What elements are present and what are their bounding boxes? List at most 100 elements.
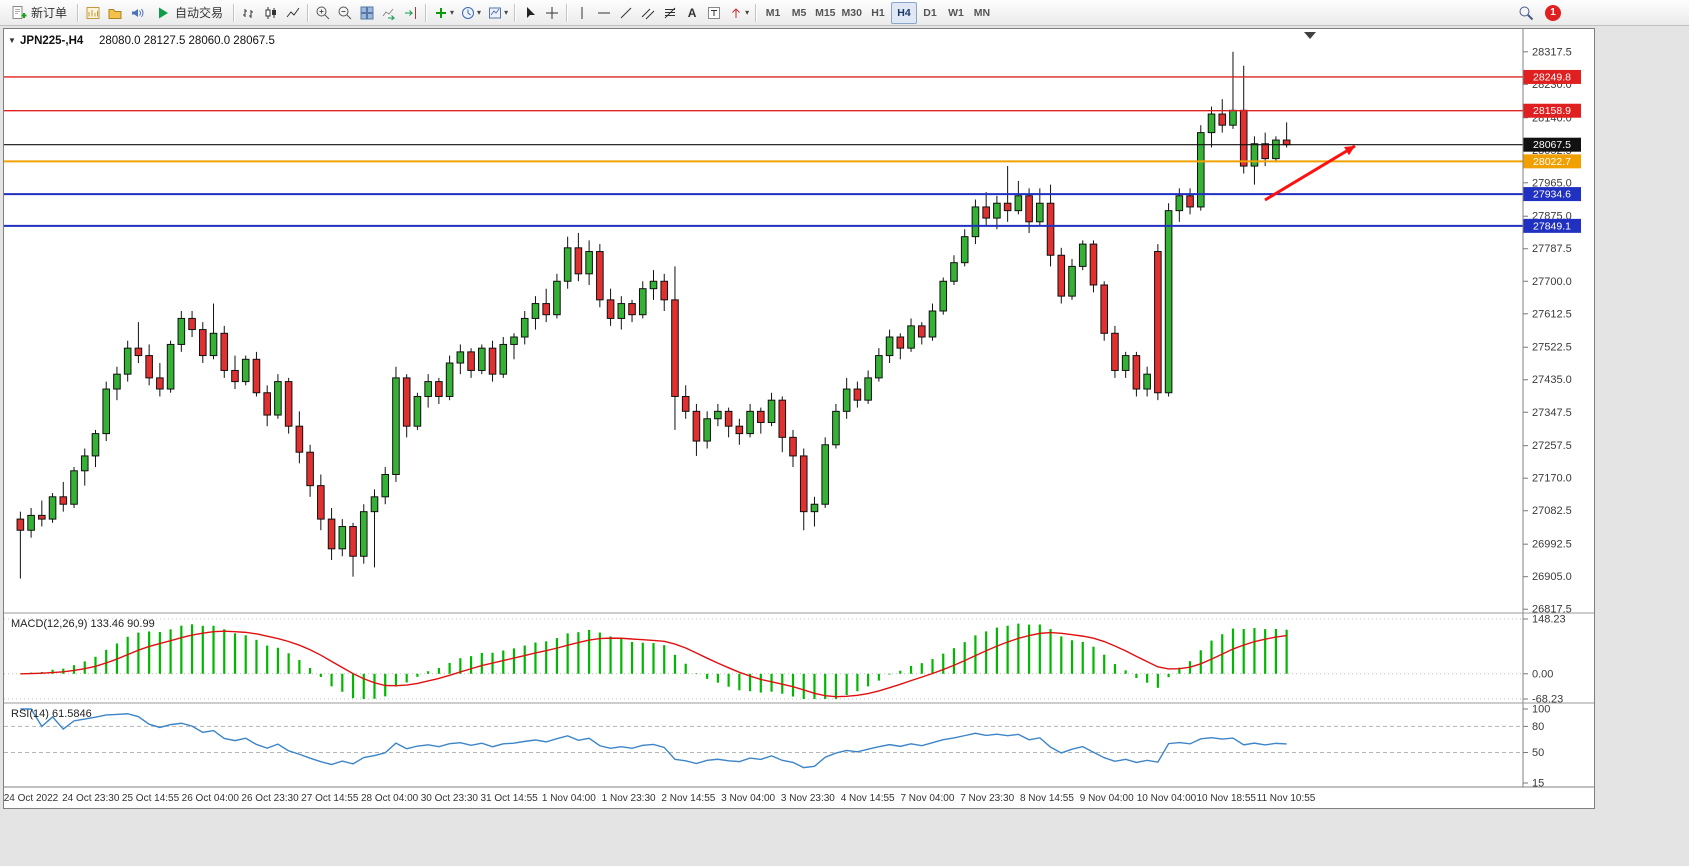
- timeframe-button-m15[interactable]: M15: [812, 2, 838, 24]
- scroll-to-end-marker[interactable]: [1304, 32, 1316, 39]
- candlestick-chart-button[interactable]: [260, 2, 282, 24]
- channel-tool-button[interactable]: [637, 2, 659, 24]
- svg-text:3 Nov 04:00: 3 Nov 04:00: [721, 793, 775, 804]
- new-chart-button[interactable]: [82, 2, 104, 24]
- arrow-annotation[interactable]: [1264, 144, 1356, 202]
- svg-text:0.00: 0.00: [1532, 668, 1553, 680]
- candlestick-chart-icon: [263, 5, 277, 21]
- horizontal-line-tool-button[interactable]: [593, 2, 615, 24]
- arrows-tool-button[interactable]: ▾: [725, 2, 752, 24]
- svg-text:100: 100: [1532, 704, 1550, 716]
- equidistant-channel-icon: [640, 5, 656, 21]
- text-label-icon: [706, 5, 722, 21]
- timeframe-button-m5[interactable]: M5: [786, 2, 812, 24]
- tile-windows-button[interactable]: [356, 2, 378, 24]
- alerts-button[interactable]: [126, 2, 148, 24]
- timeframe-button-h4[interactable]: H4: [890, 1, 917, 24]
- macd-label: MACD(12,26,9) 133.46 90.99: [11, 618, 155, 630]
- fibonacci-tool-button[interactable]: [659, 2, 681, 24]
- toolbar-right-group: 1: [1515, 2, 1561, 24]
- notification-badge[interactable]: 1: [1545, 4, 1561, 21]
- svg-text:27435.0: 27435.0: [1532, 374, 1572, 386]
- dropdown-caret-icon: ▾: [745, 8, 750, 17]
- svg-text:27347.5: 27347.5: [1532, 407, 1572, 419]
- svg-text:2 Nov 14:55: 2 Nov 14:55: [661, 793, 715, 804]
- timeframe-button-h1[interactable]: H1: [865, 2, 891, 24]
- toolbar: 新订单 自动交易 ▾ ▾ ▾ A ▾ M1 M5 M15 M30 H1 H4 D1 W1 MN …: [0, 0, 1689, 26]
- svg-text:27849.1: 27849.1: [1533, 220, 1571, 232]
- svg-text:9 Nov 04:00: 9 Nov 04:00: [1080, 793, 1134, 804]
- line-chart-button[interactable]: [282, 2, 304, 24]
- templates-button[interactable]: ▾: [484, 2, 511, 24]
- cursor-tool-button[interactable]: [519, 2, 541, 24]
- profiles-icon: [107, 5, 123, 21]
- macd-panel: 148.230.00-68.23: [4, 614, 1566, 706]
- svg-text:26817.5: 26817.5: [1532, 604, 1572, 616]
- arrow-tool-icon: [728, 5, 744, 21]
- svg-text:24 Oct 2022: 24 Oct 2022: [4, 793, 59, 804]
- timeframe-button-m1[interactable]: M1: [760, 2, 786, 24]
- auto-trading-button[interactable]: 自动交易: [148, 2, 230, 24]
- workspace: 148.23 0.00 -68.23 100 80 50 15 28317.5 28230.…: [0, 26, 1689, 866]
- svg-text:8 Nov 14:55: 8 Nov 14:55: [1020, 793, 1074, 804]
- svg-text:7 Nov 23:30: 7 Nov 23:30: [960, 793, 1014, 804]
- vertical-line-tool-button[interactable]: [571, 2, 593, 24]
- svg-text:26905.0: 26905.0: [1532, 571, 1572, 583]
- bar-chart-icon: [241, 5, 257, 21]
- templates-icon: [487, 5, 503, 21]
- trendline-tool-button[interactable]: [615, 2, 637, 24]
- rsi-label: RSI(14) 61.5846: [11, 708, 92, 720]
- profiles-button[interactable]: [104, 2, 126, 24]
- svg-text:27522.5: 27522.5: [1532, 342, 1572, 354]
- time-axis[interactable]: 24 Oct 2022 24 Oct 23:30 25 Oct 14:55 26 Oc…: [4, 793, 1316, 804]
- svg-text:28 Oct 04:00: 28 Oct 04:00: [361, 793, 419, 804]
- text-tool-button[interactable]: A: [681, 2, 703, 24]
- auto-scroll-button[interactable]: [378, 2, 400, 24]
- timeframe-button-mn[interactable]: MN: [969, 2, 995, 24]
- zoom-out-icon: [337, 5, 353, 21]
- chart-collapse-icon[interactable]: ▼: [8, 36, 16, 45]
- svg-text:28317.5: 28317.5: [1532, 46, 1572, 58]
- svg-text:10 Nov 18:55: 10 Nov 18:55: [1196, 793, 1256, 804]
- new-order-button[interactable]: 新订单: [4, 2, 74, 24]
- toolbar-separator: [514, 3, 517, 22]
- indicators-button[interactable]: ▾: [430, 2, 457, 24]
- price-lines[interactable]: [4, 76, 1523, 227]
- svg-text:28158.9: 28158.9: [1533, 105, 1571, 117]
- svg-text:27700.0: 27700.0: [1532, 276, 1572, 288]
- toolbar-separator: [307, 3, 310, 22]
- bar-chart-button[interactable]: [238, 2, 260, 24]
- timeframe-button-m30[interactable]: M30: [839, 2, 865, 24]
- svg-text:26 Oct 04:00: 26 Oct 04:00: [182, 793, 240, 804]
- timeframe-button-d1[interactable]: D1: [917, 2, 943, 24]
- zoom-in-button[interactable]: [312, 2, 334, 24]
- search-icon: [1518, 5, 1534, 21]
- svg-text:25 Oct 14:55: 25 Oct 14:55: [122, 793, 180, 804]
- chart-window[interactable]: 148.23 0.00 -68.23 100 80 50 15 28317.5 28230.…: [3, 28, 1595, 809]
- svg-text:27170.0: 27170.0: [1532, 473, 1572, 485]
- svg-text:27 Oct 14:55: 27 Oct 14:55: [301, 793, 359, 804]
- svg-text:3 Nov 23:30: 3 Nov 23:30: [781, 793, 835, 804]
- chart-shift-button[interactable]: [400, 2, 422, 24]
- timeframe-button-w1[interactable]: W1: [943, 2, 969, 24]
- candlestick-series: [16, 51, 1291, 579]
- svg-text:27965.0: 27965.0: [1532, 177, 1572, 189]
- svg-text:27257.5: 27257.5: [1532, 440, 1572, 452]
- svg-text:27082.5: 27082.5: [1532, 505, 1572, 517]
- search-button[interactable]: [1515, 2, 1537, 24]
- svg-text:1 Nov 04:00: 1 Nov 04:00: [542, 793, 596, 804]
- svg-text:28249.8: 28249.8: [1533, 71, 1571, 83]
- chart-background: [3, 28, 1595, 809]
- periods-button[interactable]: ▾: [457, 2, 484, 24]
- zoom-out-button[interactable]: [334, 2, 356, 24]
- auto-trading-icon: [159, 7, 169, 18]
- chart-symbol-period: JPN225-,H4: [20, 35, 84, 47]
- crosshair-tool-button[interactable]: [541, 2, 563, 24]
- line-chart-icon: [285, 5, 301, 21]
- svg-text:30 Oct 23:30: 30 Oct 23:30: [421, 793, 479, 804]
- toolbar-separator: [233, 3, 236, 22]
- price-axis[interactable]: 28317.528230.028140.028052.527965.027875…: [1523, 46, 1581, 616]
- label-tool-button[interactable]: [703, 2, 725, 24]
- auto-trading-label: 自动交易: [175, 6, 224, 20]
